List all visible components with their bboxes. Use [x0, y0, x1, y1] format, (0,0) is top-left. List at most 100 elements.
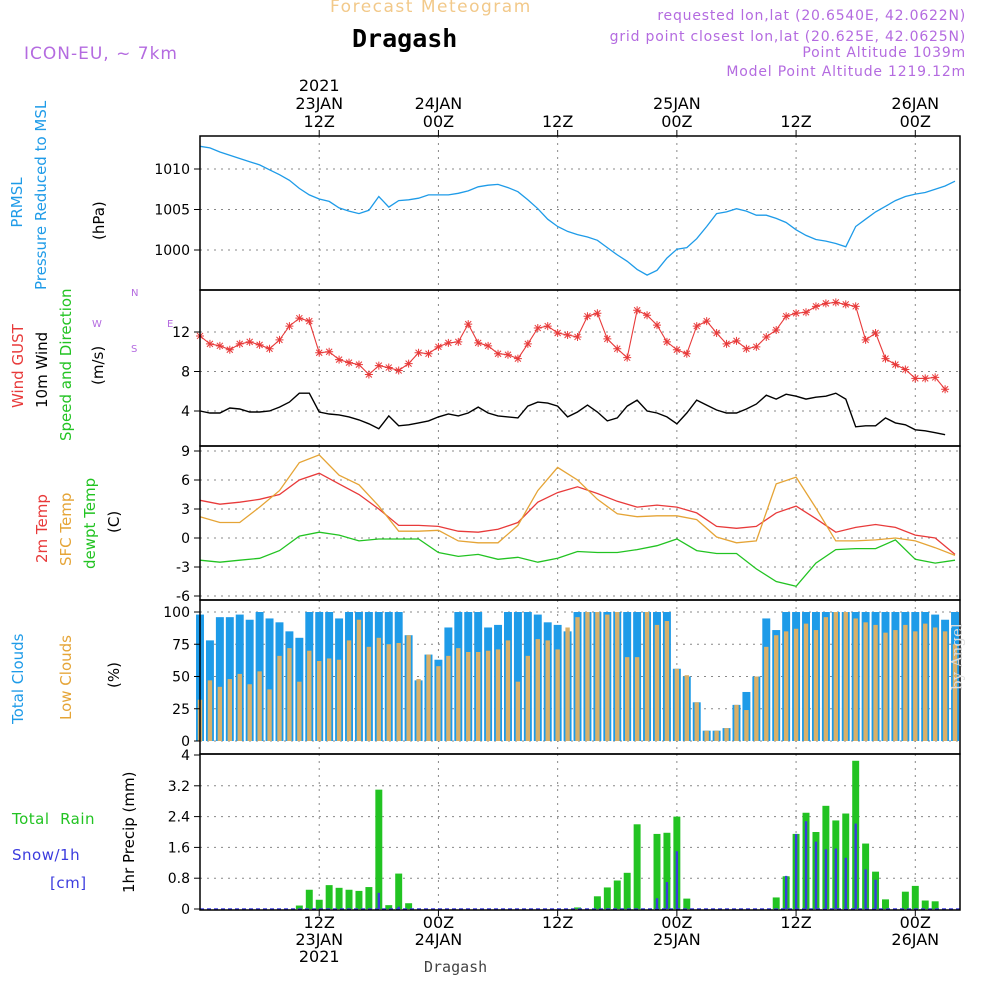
low-clouds-bar [356, 619, 362, 741]
low-clouds-bar [436, 666, 441, 741]
low-clouds-bar [644, 612, 650, 741]
model-altitude: Model Point Altitude 1219.12m [726, 64, 966, 80]
low-clouds-bar [475, 651, 481, 741]
time-label-bottom: 12Z [780, 913, 811, 932]
wind-gust-point [692, 322, 701, 331]
low-clouds-bar [803, 623, 809, 741]
wind-gust-label: Wind GUST [9, 324, 27, 408]
rain-bar [325, 885, 333, 909]
low-clouds-bar [257, 671, 262, 741]
snow-bar [864, 869, 867, 909]
wind-gust-point [682, 349, 691, 358]
low-clouds-bar [674, 668, 680, 741]
time-label-top: 12Z [780, 112, 811, 131]
wind-dir-label: Speed and Direction [57, 288, 75, 441]
low-clouds-bar [366, 646, 372, 741]
temp2m-label: 2m Temp [33, 494, 51, 563]
low-clouds-bar [774, 635, 779, 741]
low-clouds-bar [932, 627, 938, 741]
rain-bar [772, 897, 780, 909]
wind-speed-line [199, 392, 946, 436]
wind-gust-point [662, 337, 671, 346]
rain-bar [395, 873, 403, 909]
snow-bar [794, 833, 798, 909]
low-clouds-label: Low Clouds [57, 635, 75, 720]
panel-frame-wind [199, 289, 961, 447]
snow-bar [844, 857, 847, 909]
time-label-top: 23JAN [295, 94, 343, 113]
wind-gust-point [891, 360, 900, 369]
y-tick-label: 4 [181, 404, 190, 420]
precip-axis-label: 1hr Precip (mm) [120, 771, 138, 893]
snow-bar [814, 841, 818, 909]
rain-bar [603, 887, 611, 909]
low-clouds-bar [843, 612, 848, 741]
y-tick-label: 2.4 [168, 810, 190, 826]
y-tick-label: 50 [172, 670, 190, 686]
total-clouds-bar [225, 617, 234, 741]
y-tick-label: 4 [181, 748, 190, 764]
rain-bar [911, 885, 919, 909]
y-tick-label: 9 [181, 444, 190, 460]
low-clouds-bar [873, 624, 878, 741]
wind-gust-point [523, 339, 532, 348]
wind-10m-label: 10m Wind [33, 331, 51, 408]
wind-gust-point [613, 344, 622, 353]
wind-gust-point [285, 322, 294, 331]
temp-sfc-line [199, 454, 956, 557]
rain-bar [683, 898, 691, 909]
wind-gust-point [921, 374, 930, 383]
low-clouds-bar [853, 618, 858, 741]
wind-gust-point [434, 342, 443, 351]
rain-bar [315, 899, 323, 909]
wind-gust-point [652, 321, 661, 330]
time-label-top: 24JAN [415, 94, 463, 113]
wind-gust-point [871, 328, 880, 337]
wind-gust-point [215, 341, 224, 350]
wind-gust-point [364, 370, 373, 379]
rain-bar [901, 891, 909, 909]
rain-bar [375, 789, 383, 909]
wind-gust-point [533, 324, 542, 333]
low-clouds-bar [942, 631, 948, 741]
time-label-top: 12Z [304, 112, 335, 131]
low-clouds-bar [704, 730, 709, 741]
wind-gust-point [275, 335, 284, 344]
time-label-top: 26JAN [891, 94, 939, 113]
low-clouds-bar [793, 628, 799, 741]
pressure-label: PRMSL Pressure Reduced to MSL [5, 101, 53, 290]
time-label-bottom: 12Z [304, 913, 335, 932]
temp-unit: (C) [105, 510, 123, 533]
wind-gust-point [553, 328, 562, 337]
y-tick-label: 0 [181, 734, 190, 750]
wind-gust-point [345, 358, 354, 367]
snow-bar [824, 849, 828, 909]
wind-gust-point [742, 344, 751, 353]
rain-label: Total Rain [12, 810, 96, 828]
wind-gust-point [732, 336, 741, 345]
rain-bar [355, 890, 363, 909]
low-clouds-bar [625, 657, 630, 741]
time-label-top: 25JAN [653, 94, 701, 113]
low-clouds-bar [595, 612, 600, 741]
wind-gust-point [762, 332, 771, 341]
y-tick-label: 0.8 [168, 871, 190, 887]
low-clouds-bar [227, 679, 232, 741]
panel-frame-temperature [199, 445, 961, 601]
wind-gust-point [672, 345, 681, 354]
dewpt-label: dewpt Temp [81, 477, 99, 569]
chart-title: Forecast Meteogram [330, 0, 532, 17]
low-clouds-bar [416, 679, 421, 741]
low-clouds-bar [336, 659, 342, 741]
snow-bar [874, 879, 877, 909]
time-label-bottom: 2021 [299, 947, 340, 966]
panel-frame-precipitation [199, 753, 961, 911]
y-tick-label: 25 [172, 702, 190, 718]
snow-unit: [cm] [50, 874, 87, 892]
pressure-unit: (hPa) [90, 201, 108, 240]
wind-gust-point [821, 299, 830, 308]
wind-gust-point [623, 353, 632, 362]
low-clouds-bar [446, 655, 451, 741]
wind-gust-point [712, 328, 721, 337]
time-label-bottom: 25JAN [653, 930, 701, 949]
